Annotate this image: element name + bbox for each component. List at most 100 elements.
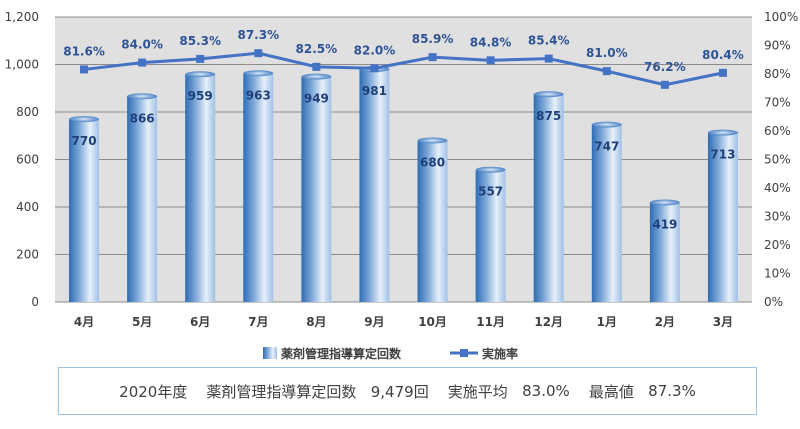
bar	[243, 73, 274, 302]
rate-value-label: 80.4%	[702, 48, 744, 62]
bar-value-label: 747	[594, 140, 619, 154]
bar-top	[69, 116, 100, 123]
y-right-tick-label: 10%	[764, 267, 791, 281]
x-tick-label: 8月	[306, 315, 326, 329]
x-tick-label: 2月	[655, 315, 675, 329]
bar-top	[243, 70, 274, 77]
bar-top	[591, 121, 622, 128]
bar-value-label: 770	[72, 134, 97, 148]
x-tick-label: 1月	[597, 315, 617, 329]
rate-value-label: 87.3%	[237, 28, 279, 42]
x-tick-label: 4月	[74, 315, 94, 329]
rate-value-label: 85.4%	[528, 34, 570, 48]
bar	[359, 69, 390, 302]
bar	[185, 74, 216, 302]
bar-top	[301, 73, 332, 80]
legend-line-label: 実施率	[482, 346, 518, 361]
y-right-tick-label: 0%	[764, 295, 783, 309]
rate-marker	[370, 64, 379, 73]
bar	[475, 169, 506, 302]
bar-value-label: 866	[130, 111, 155, 125]
bar-top	[649, 199, 680, 206]
bar	[649, 202, 680, 302]
x-tick-label: 11月	[476, 315, 505, 329]
y-right-tick-label: 80%	[764, 67, 791, 81]
bar-value-label: 875	[536, 109, 561, 123]
x-tick-label: 5月	[132, 315, 152, 329]
bar-value-label: 419	[652, 217, 677, 231]
rate-value-label: 85.9%	[412, 32, 454, 46]
bar	[707, 132, 738, 302]
legend-line-marker	[460, 349, 468, 357]
rate-marker	[138, 58, 147, 67]
summary-max-label: 最高値	[588, 382, 634, 401]
summary-count-value: 9,479回	[370, 382, 429, 401]
x-tick-label: 7月	[248, 315, 268, 329]
y-right-tick-label: 30%	[764, 210, 791, 224]
y-right-tick-label: 20%	[764, 238, 791, 252]
y-left-tick-label: 0	[31, 295, 39, 309]
y-right-tick-label: 70%	[764, 96, 791, 110]
bar-value-label: 959	[188, 89, 213, 103]
combo-chart: 0 200 400 600 800 1,000 1,200 0% 10% 20% 30% 40% 50…	[5, 10, 799, 361]
legend-bar-label: 薬剤管理指導算定回数	[281, 346, 402, 361]
bar-top	[533, 91, 564, 98]
bar	[301, 76, 332, 302]
bar-top	[417, 137, 448, 144]
summary-max-value: 87.3%	[648, 382, 696, 400]
rate-value-label: 81.0%	[586, 46, 628, 60]
summary-avg-value: 83.0%	[522, 382, 570, 400]
y-left-tick-label: 1,000	[5, 58, 39, 72]
rate-marker	[602, 67, 611, 76]
rate-marker	[718, 68, 727, 77]
rate-line	[83, 51, 724, 87]
x-tick-label: 6月	[190, 315, 210, 329]
rate-marker	[428, 53, 437, 62]
bar-value-label: 557	[478, 185, 503, 199]
y-right-tick-label: 100%	[764, 10, 798, 24]
summary-avg-label: 実施平均	[447, 382, 508, 401]
legend: 薬剤管理指導算定回数 実施率	[263, 346, 518, 361]
summary-year: 2020年度	[119, 382, 188, 401]
y-right-tick-label: 90%	[764, 39, 791, 53]
y-left-tick-label: 600	[16, 153, 39, 167]
y-left-tick-label: 200	[16, 248, 39, 262]
x-tick-label: 9月	[364, 315, 384, 329]
x-tick-label: 12月	[534, 315, 563, 329]
rate-marker	[544, 54, 553, 63]
rate-value-label: 76.2%	[644, 60, 686, 74]
y-right-tick-label: 50%	[764, 153, 791, 167]
y-right-tick-label: 60%	[764, 124, 791, 138]
rate-marker	[80, 65, 89, 74]
rate-value-label: 84.8%	[470, 35, 512, 49]
bar-value-label: 949	[304, 92, 329, 106]
y-right-tick-label: 40%	[764, 181, 791, 195]
rate-value-label: 85.3%	[179, 34, 221, 48]
summary-count-label: 薬剤管理指導算定回数	[206, 382, 357, 401]
bar-top	[185, 71, 216, 78]
rate-marker	[196, 54, 205, 63]
bar	[69, 119, 100, 302]
legend-bar-swatch	[263, 347, 277, 359]
bar	[591, 124, 622, 303]
bar	[417, 140, 448, 302]
x-tick-label: 3月	[713, 315, 733, 329]
bar-value-label: 963	[246, 88, 271, 102]
y-left-tick-label: 400	[16, 200, 39, 214]
rate-value-label: 84.0%	[121, 38, 163, 52]
rate-value-label: 82.0%	[354, 43, 396, 57]
rate-marker	[486, 56, 495, 65]
y-left-tick-label: 800	[16, 105, 39, 119]
summary-box: 2020年度 薬剤管理指導算定回数 9,479回 実施平均 83.0% 最高値 …	[58, 367, 757, 415]
bar-top	[475, 166, 506, 173]
bar	[127, 96, 158, 302]
bar-top	[707, 129, 738, 136]
x-tick-label: 10月	[418, 315, 447, 329]
bar-value-label: 680	[420, 156, 445, 170]
bar	[533, 94, 564, 302]
rate-marker	[254, 49, 263, 58]
rate-value-label: 81.6%	[63, 44, 105, 58]
rate-marker	[660, 80, 669, 89]
rate-value-label: 82.5%	[296, 42, 338, 56]
rate-marker	[312, 62, 321, 71]
